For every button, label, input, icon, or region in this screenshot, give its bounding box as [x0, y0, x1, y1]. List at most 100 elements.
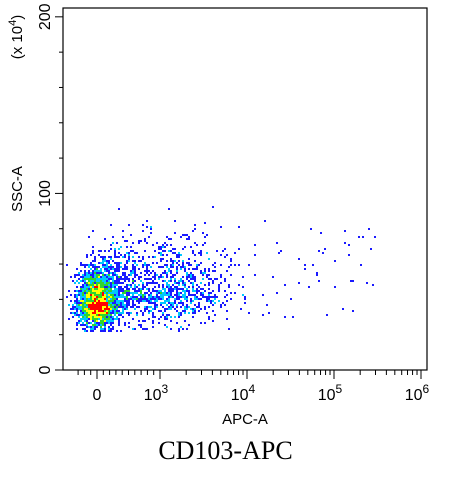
event-dot — [192, 230, 194, 232]
event-dot — [88, 288, 90, 290]
event-dot — [88, 298, 90, 300]
event-dot — [90, 330, 92, 332]
event-dot — [92, 316, 94, 318]
event-dot — [86, 290, 88, 292]
event-dot — [146, 300, 148, 302]
event-dot — [82, 324, 84, 326]
event-dot — [214, 302, 216, 304]
event-dot — [112, 280, 114, 282]
event-dot — [104, 290, 106, 292]
event-dot — [194, 280, 196, 282]
event-dot — [166, 274, 168, 276]
event-dot — [176, 268, 178, 270]
event-dot — [192, 282, 194, 284]
event-dot — [110, 288, 112, 290]
event-dot — [170, 320, 172, 322]
event-dot — [128, 300, 130, 302]
event-dot — [212, 300, 214, 302]
event-dot — [128, 252, 130, 254]
event-dot — [108, 270, 110, 272]
event-dot — [98, 280, 100, 282]
event-dot — [188, 264, 190, 266]
event-dot — [86, 312, 88, 314]
event-dot — [208, 288, 210, 290]
event-dot — [114, 282, 116, 284]
event-dot — [104, 326, 106, 328]
event-dot — [106, 280, 108, 282]
event-dot — [118, 278, 120, 280]
event-dot — [164, 264, 166, 266]
event-dot — [82, 278, 84, 280]
event-dot — [108, 262, 110, 264]
event-dot — [110, 224, 112, 226]
event-dot — [106, 290, 108, 292]
event-dot — [118, 248, 120, 250]
event-dot — [108, 260, 110, 262]
event-dot — [160, 252, 162, 254]
event-dot — [164, 292, 166, 294]
event-dot — [188, 262, 190, 264]
event-dot — [88, 282, 90, 284]
event-dot — [80, 264, 82, 266]
event-dot — [90, 276, 92, 278]
event-dot — [140, 296, 142, 298]
event-dot — [88, 326, 90, 328]
event-dot — [138, 320, 140, 322]
event-dot — [140, 324, 142, 326]
event-dot — [132, 242, 134, 244]
event-dot — [76, 322, 78, 324]
event-dot — [170, 278, 172, 280]
event-dot — [102, 292, 104, 294]
event-dot — [144, 300, 146, 302]
event-dot — [172, 266, 174, 268]
event-dot — [128, 256, 130, 258]
y-axis-label: SSC-A — [9, 166, 26, 212]
event-dot — [116, 308, 118, 310]
event-dot — [76, 302, 78, 304]
event-dot — [82, 312, 84, 314]
event-dot — [208, 258, 210, 260]
event-dot — [100, 308, 102, 310]
event-dot — [104, 270, 106, 272]
event-dot — [92, 272, 94, 274]
event-dot — [106, 294, 108, 296]
event-dot — [144, 294, 146, 296]
event-dot — [158, 286, 160, 288]
event-dot — [126, 292, 128, 294]
event-dot — [198, 310, 200, 312]
event-dot — [192, 274, 194, 276]
event-dot — [114, 302, 116, 304]
event-dot — [148, 278, 150, 280]
event-dot — [176, 282, 178, 284]
event-dot — [100, 330, 102, 332]
event-dot — [206, 276, 208, 278]
event-dot — [92, 278, 94, 280]
event-dot — [116, 294, 118, 296]
event-dot — [128, 312, 130, 314]
event-dot — [132, 268, 134, 270]
event-dot — [192, 278, 194, 280]
event-dot — [84, 264, 86, 266]
event-dot — [90, 300, 92, 302]
event-dot — [108, 322, 110, 324]
event-dot — [112, 326, 114, 328]
event-dot — [100, 272, 102, 274]
event-dot — [112, 286, 114, 288]
event-dot — [212, 320, 214, 322]
event-dot — [178, 292, 180, 294]
event-dot — [254, 244, 256, 246]
event-dot — [108, 308, 110, 310]
event-dot — [196, 288, 198, 290]
event-dot — [184, 320, 186, 322]
event-dot — [156, 300, 158, 302]
event-dot — [102, 308, 104, 310]
event-dot — [200, 252, 202, 254]
event-dot — [100, 280, 102, 282]
event-dot — [148, 318, 150, 320]
event-dot — [186, 296, 188, 298]
y-scale-suffix: ) — [9, 15, 26, 20]
event-dot — [102, 282, 104, 284]
event-dot — [96, 302, 98, 304]
event-dot — [156, 282, 158, 284]
event-dot — [108, 310, 110, 312]
